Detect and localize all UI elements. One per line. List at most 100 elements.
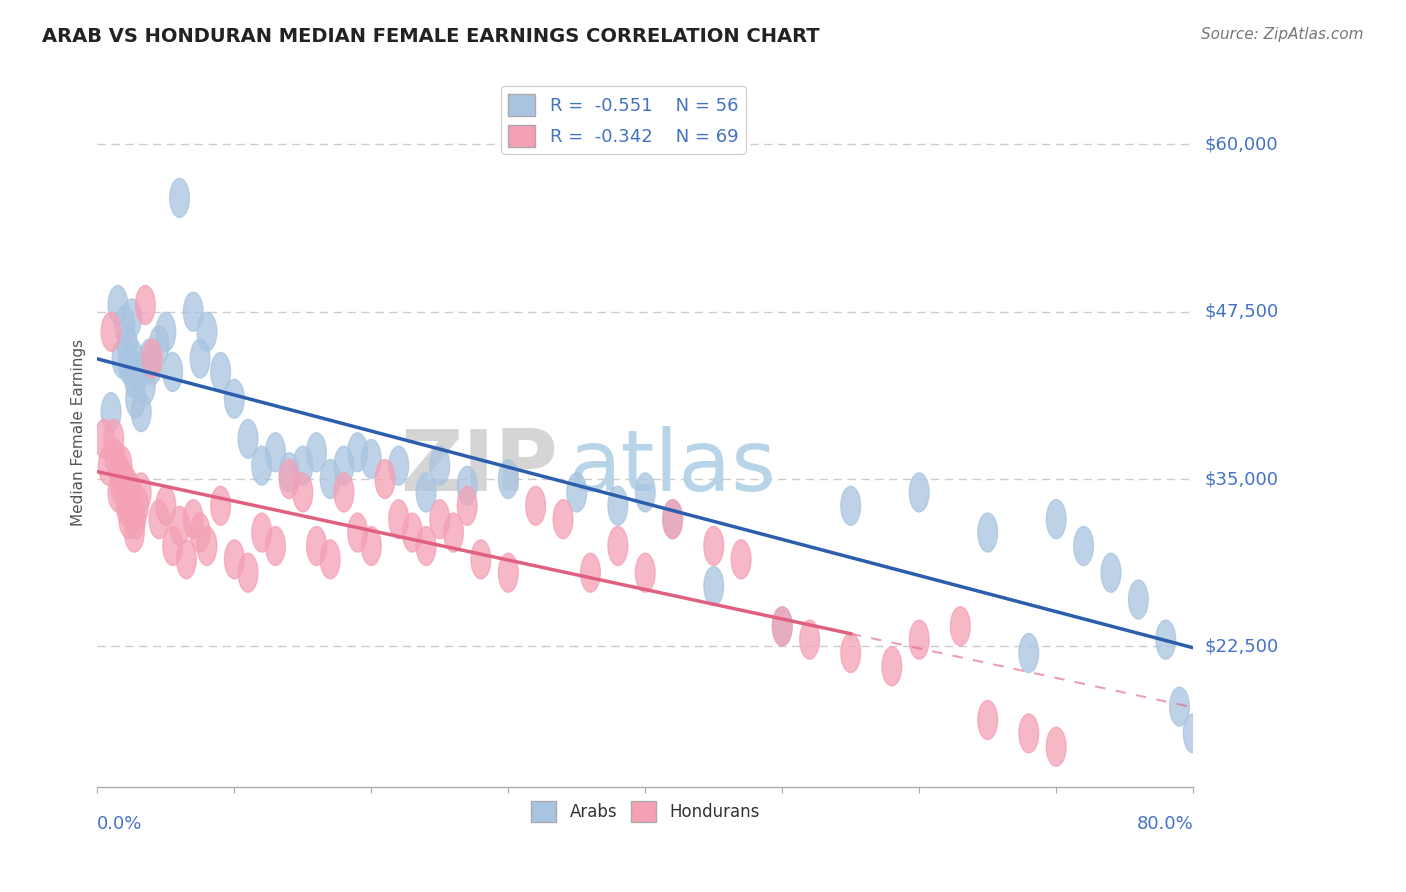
Ellipse shape bbox=[416, 526, 436, 566]
Ellipse shape bbox=[347, 433, 367, 472]
Ellipse shape bbox=[108, 473, 128, 512]
Ellipse shape bbox=[163, 526, 183, 566]
Ellipse shape bbox=[114, 459, 134, 499]
Ellipse shape bbox=[225, 540, 245, 579]
Ellipse shape bbox=[104, 419, 124, 458]
Ellipse shape bbox=[731, 540, 751, 579]
Ellipse shape bbox=[238, 419, 257, 458]
Ellipse shape bbox=[124, 493, 143, 532]
Ellipse shape bbox=[292, 446, 312, 485]
Text: 80.0%: 80.0% bbox=[1136, 815, 1194, 833]
Ellipse shape bbox=[225, 379, 245, 418]
Ellipse shape bbox=[389, 446, 409, 485]
Ellipse shape bbox=[553, 500, 572, 539]
Text: ZIP: ZIP bbox=[399, 426, 558, 509]
Ellipse shape bbox=[361, 440, 381, 478]
Ellipse shape bbox=[841, 486, 860, 525]
Ellipse shape bbox=[636, 553, 655, 592]
Ellipse shape bbox=[183, 500, 202, 539]
Ellipse shape bbox=[127, 500, 146, 539]
Ellipse shape bbox=[1101, 553, 1121, 592]
Ellipse shape bbox=[416, 473, 436, 512]
Ellipse shape bbox=[98, 446, 118, 485]
Ellipse shape bbox=[139, 339, 159, 378]
Ellipse shape bbox=[101, 312, 121, 351]
Ellipse shape bbox=[662, 500, 682, 539]
Ellipse shape bbox=[361, 526, 381, 566]
Ellipse shape bbox=[581, 553, 600, 592]
Ellipse shape bbox=[149, 500, 169, 539]
Ellipse shape bbox=[1184, 714, 1204, 753]
Ellipse shape bbox=[252, 446, 271, 485]
Ellipse shape bbox=[252, 513, 271, 552]
Ellipse shape bbox=[402, 513, 422, 552]
Ellipse shape bbox=[170, 178, 190, 218]
Ellipse shape bbox=[375, 459, 395, 499]
Ellipse shape bbox=[950, 607, 970, 646]
Ellipse shape bbox=[457, 486, 477, 525]
Ellipse shape bbox=[266, 526, 285, 566]
Text: $22,500: $22,500 bbox=[1205, 638, 1278, 656]
Text: ARAB VS HONDURAN MEDIAN FEMALE EARNINGS CORRELATION CHART: ARAB VS HONDURAN MEDIAN FEMALE EARNINGS … bbox=[42, 27, 820, 45]
Ellipse shape bbox=[800, 620, 820, 659]
Ellipse shape bbox=[1074, 526, 1094, 566]
Ellipse shape bbox=[127, 379, 146, 418]
Ellipse shape bbox=[125, 359, 145, 398]
Ellipse shape bbox=[307, 433, 326, 472]
Ellipse shape bbox=[131, 392, 150, 432]
Ellipse shape bbox=[156, 486, 176, 525]
Ellipse shape bbox=[335, 446, 354, 485]
Ellipse shape bbox=[125, 513, 145, 552]
Ellipse shape bbox=[115, 473, 135, 512]
Ellipse shape bbox=[149, 326, 169, 365]
Ellipse shape bbox=[112, 446, 132, 485]
Ellipse shape bbox=[335, 473, 354, 512]
Ellipse shape bbox=[105, 440, 125, 478]
Ellipse shape bbox=[567, 473, 586, 512]
Ellipse shape bbox=[1046, 727, 1066, 766]
Ellipse shape bbox=[94, 419, 114, 458]
Ellipse shape bbox=[110, 453, 129, 491]
Ellipse shape bbox=[977, 513, 998, 552]
Ellipse shape bbox=[607, 486, 627, 525]
Ellipse shape bbox=[1156, 620, 1175, 659]
Ellipse shape bbox=[122, 299, 142, 338]
Ellipse shape bbox=[131, 473, 150, 512]
Ellipse shape bbox=[211, 486, 231, 525]
Ellipse shape bbox=[177, 540, 197, 579]
Ellipse shape bbox=[704, 526, 724, 566]
Text: 0.0%: 0.0% bbox=[97, 815, 143, 833]
Ellipse shape bbox=[111, 467, 131, 505]
Ellipse shape bbox=[135, 285, 155, 325]
Ellipse shape bbox=[170, 507, 190, 545]
Ellipse shape bbox=[112, 339, 132, 378]
Ellipse shape bbox=[238, 553, 257, 592]
Ellipse shape bbox=[163, 352, 183, 392]
Text: Source: ZipAtlas.com: Source: ZipAtlas.com bbox=[1201, 27, 1364, 42]
Ellipse shape bbox=[430, 446, 450, 485]
Ellipse shape bbox=[121, 486, 141, 525]
Ellipse shape bbox=[120, 500, 139, 539]
Text: $60,000: $60,000 bbox=[1205, 136, 1278, 153]
Ellipse shape bbox=[457, 467, 477, 505]
Ellipse shape bbox=[772, 607, 792, 646]
Ellipse shape bbox=[135, 366, 155, 405]
Ellipse shape bbox=[347, 513, 367, 552]
Text: atlas: atlas bbox=[568, 426, 776, 509]
Text: $35,000: $35,000 bbox=[1205, 470, 1278, 488]
Ellipse shape bbox=[122, 473, 142, 512]
Ellipse shape bbox=[280, 453, 299, 491]
Ellipse shape bbox=[307, 526, 326, 566]
Ellipse shape bbox=[117, 486, 136, 525]
Ellipse shape bbox=[977, 700, 998, 739]
Ellipse shape bbox=[1046, 500, 1066, 539]
Ellipse shape bbox=[266, 433, 285, 472]
Ellipse shape bbox=[607, 526, 627, 566]
Ellipse shape bbox=[292, 473, 312, 512]
Ellipse shape bbox=[636, 473, 655, 512]
Ellipse shape bbox=[108, 285, 128, 325]
Ellipse shape bbox=[211, 352, 231, 392]
Text: $47,500: $47,500 bbox=[1205, 302, 1278, 321]
Ellipse shape bbox=[190, 339, 209, 378]
Ellipse shape bbox=[183, 293, 202, 331]
